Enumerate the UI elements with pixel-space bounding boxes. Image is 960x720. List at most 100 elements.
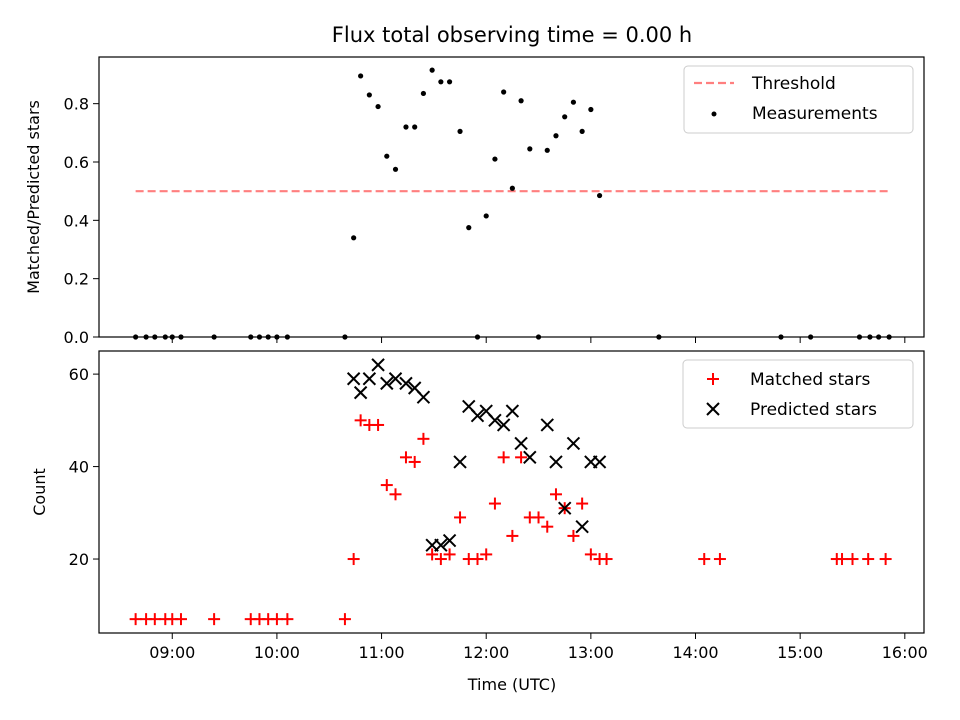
top-plot-frame [98, 56, 925, 338]
measurement-point [438, 79, 444, 85]
x-axis-label: Time (UTC) [467, 675, 556, 694]
matched-stars-point [443, 548, 456, 561]
matched-stars-point [174, 613, 187, 626]
matched-stars-point [584, 548, 597, 561]
predicted-stars-point [453, 455, 467, 469]
matched-stars-point [389, 488, 402, 501]
measurement-point [596, 192, 603, 199]
predicted-stars-point [557, 501, 572, 515]
x-tick-label: 15:00 [777, 643, 823, 662]
predicted-stars-point [540, 418, 554, 432]
matched-stars-point [372, 418, 385, 431]
y-tick-label: 0.0 [64, 328, 89, 347]
top-y-axis-label: Matched/Predicted stars [24, 100, 43, 294]
bottom-y-axis-label: Count [30, 468, 49, 516]
matched-stars-point [208, 613, 221, 626]
predicted-stars-point [488, 413, 502, 428]
matched-stars-point [399, 451, 412, 464]
matched-stars-point [408, 455, 421, 468]
x-tick-label: 13:00 [568, 643, 614, 662]
predicted-stars-point [496, 418, 511, 432]
matched-stars-point [354, 414, 367, 427]
matched-stars-point [567, 529, 580, 542]
y-tick-label: 60 [69, 365, 89, 384]
matched-stars-point [549, 488, 562, 501]
predicted-stars-point [346, 372, 361, 386]
x-tick-label: 14:00 [672, 643, 718, 662]
predicted-stars-point [505, 404, 520, 418]
x-tick-label: 09:00 [149, 643, 195, 662]
predicted-stars-point [575, 519, 589, 534]
matched-stars-point [532, 511, 545, 524]
legend-entry-predicted: Predicted stars [750, 400, 877, 420]
matched-stars-point [281, 613, 294, 626]
measurement-point [366, 92, 372, 98]
y-tick-label: 20 [69, 550, 89, 569]
predicted-stars-point [362, 372, 377, 386]
bottom-legend: Matched stars Predicted stars [682, 359, 914, 429]
measurement-point [518, 98, 524, 104]
matched-stars-point [862, 553, 875, 566]
predicted-stars-point [416, 390, 431, 404]
matched-stars-point [480, 548, 493, 561]
predicted-stars-point [549, 455, 563, 469]
bottom-plot-frame [98, 350, 925, 634]
top-axis-ticks: 0.0 0.2 0.4 0.6 0.8 [64, 95, 906, 347]
top-panel: Flux total observing time = 0.00 h 0.00.… [24, 23, 925, 347]
y-tick-label: 0.6 [64, 153, 89, 172]
measurement-point [553, 133, 559, 139]
predicted-stars-point [434, 538, 448, 552]
matched-stars-point [836, 553, 849, 566]
predicted-stars-point [371, 358, 385, 372]
matched-stars-point [846, 553, 859, 566]
measurement-point [384, 153, 390, 159]
x-tick-label: 10:00 [254, 643, 300, 662]
matched-stars-point [713, 553, 726, 566]
measurement-point [446, 79, 453, 85]
matched-stars-point [471, 553, 484, 566]
matched-stars-point [488, 497, 501, 510]
matched-stars-point [600, 553, 613, 566]
matched-stars-point [148, 613, 161, 626]
bottom-axis-ticks: 20 40 60 09:00 10:00 11:00 12:00 13:00 14:00 15:0… [69, 365, 928, 662]
matched-stars-point [541, 520, 554, 533]
bottom-panel: 20 40 60 09:00 10:00 11:00 12:00 13:00 14:00 15:0… [30, 350, 928, 694]
measurement-point [562, 114, 568, 120]
x-tick-label: 16:00 [882, 643, 928, 662]
measurement-point [527, 146, 533, 152]
measurement-point [375, 103, 381, 110]
y-tick-label: 40 [69, 458, 89, 477]
measurement-point [492, 156, 498, 162]
matched-stars-point [454, 511, 467, 524]
measurements-legend-swatch [711, 111, 717, 117]
predicted-stars-point [353, 385, 368, 400]
predicted-stars-point [399, 376, 413, 391]
measurement-point [483, 213, 489, 219]
measurement-point [403, 124, 409, 130]
predicted-stars-point [442, 533, 457, 548]
top-legend: Threshold Measurements [683, 65, 914, 134]
predicted-stars-point [523, 450, 537, 465]
legend-entry-measurements: Measurements [752, 104, 878, 124]
matched-stars-point [434, 553, 447, 566]
predicted-stars-point [388, 372, 403, 386]
x-tick-label: 12:00 [463, 643, 509, 662]
bottom-plot-marks [129, 358, 892, 626]
matched-stars-point [347, 553, 360, 566]
measurement-point [412, 124, 418, 130]
top-legend-box [683, 65, 914, 134]
measurement-point [509, 185, 515, 191]
chart-title: Flux total observing time = 0.00 h [332, 23, 692, 47]
measurement-point [351, 235, 357, 241]
measurement-point [429, 67, 435, 73]
x-tick-label: 11:00 [359, 643, 405, 662]
matched-stars-point [270, 613, 283, 626]
legend-entry-matched: Matched stars [750, 370, 870, 390]
matched-stars-point [129, 613, 142, 626]
measurement-point [570, 99, 577, 105]
measurement-point [420, 90, 427, 97]
predicted-stars-point [514, 436, 528, 451]
matched-stars-point [576, 497, 589, 510]
legend-entry-threshold: Threshold [751, 74, 836, 94]
matched-stars-point [506, 529, 519, 542]
